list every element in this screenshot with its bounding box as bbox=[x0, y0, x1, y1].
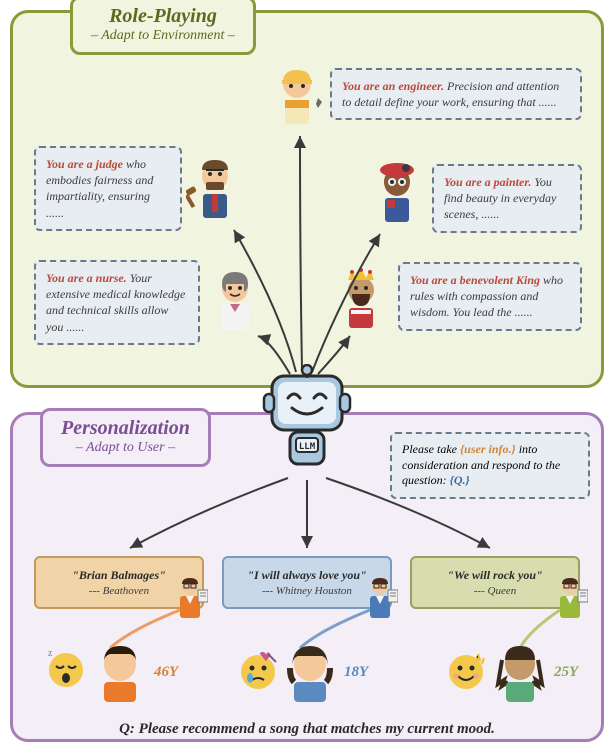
consultant-icon-1 bbox=[172, 576, 208, 620]
judge-icon bbox=[186, 156, 244, 220]
happy-emoji-icon bbox=[446, 652, 486, 692]
info-q: {Q.} bbox=[450, 473, 470, 487]
info-prompt-box: Please take {user info.} into considerat… bbox=[390, 432, 590, 499]
consultant-icon-2 bbox=[362, 576, 398, 620]
king-icon bbox=[332, 266, 390, 330]
nurse-label: You are a nurse. bbox=[46, 271, 127, 285]
painter-speech: You are a painter. You find beauty in ev… bbox=[432, 164, 582, 233]
sleep-emoji-icon: zZ bbox=[46, 650, 86, 690]
role-playing-subtitle: – Adapt to Environment – bbox=[91, 28, 235, 44]
painter-icon bbox=[368, 160, 426, 224]
king-speech: You are a benevolent King who rules with… bbox=[398, 262, 582, 331]
engineer-label: You are an engineer. bbox=[342, 79, 444, 93]
user-icon-1 bbox=[90, 642, 150, 702]
llm-robot-icon: LLM bbox=[260, 364, 354, 474]
role-playing-title: Role-Playing bbox=[91, 5, 235, 28]
age-3: 25Y bbox=[554, 664, 578, 681]
engineer-speech: You are an engineer. Precision and atten… bbox=[330, 68, 582, 120]
engineer-icon bbox=[268, 62, 326, 126]
judge-speech: You are a judge who embodies fairness an… bbox=[34, 146, 182, 231]
svg-text:z: z bbox=[48, 650, 53, 659]
rec-title-3: "We will rock you" bbox=[420, 568, 570, 583]
painter-label: You are a painter. bbox=[444, 175, 531, 189]
info-prefix: Please take bbox=[402, 442, 460, 456]
question-text: Q: Please recommend a song that matches … bbox=[30, 721, 584, 738]
consultant-icon-3 bbox=[552, 576, 588, 620]
rec-artist-2: --- Whitney Houston bbox=[232, 585, 382, 597]
personalization-title-box: Personalization – Adapt to User – bbox=[40, 408, 211, 467]
user-icon-3 bbox=[490, 642, 550, 702]
personalization-title: Personalization bbox=[61, 417, 190, 440]
nurse-icon bbox=[206, 268, 264, 332]
king-label: You are a benevolent King bbox=[410, 273, 540, 287]
rec-artist-3: --- Queen bbox=[420, 585, 570, 597]
age-1: 46Y bbox=[154, 664, 178, 681]
age-2: 18Y bbox=[344, 664, 368, 681]
svg-text:LLM: LLM bbox=[299, 442, 316, 452]
cry-emoji-icon bbox=[238, 652, 278, 692]
user-icon-2 bbox=[280, 642, 340, 702]
role-playing-title-box: Role-Playing – Adapt to Environment – bbox=[70, 0, 256, 55]
rec-title-2: "I will always love you" bbox=[232, 568, 382, 583]
info-highlight: {user info.} bbox=[460, 442, 516, 456]
personalization-subtitle: – Adapt to User – bbox=[61, 440, 190, 456]
svg-text:Z: Z bbox=[54, 650, 61, 653]
nurse-speech: You are a nurse. Your extensive medical … bbox=[34, 260, 200, 345]
judge-label: You are a judge bbox=[46, 157, 123, 171]
